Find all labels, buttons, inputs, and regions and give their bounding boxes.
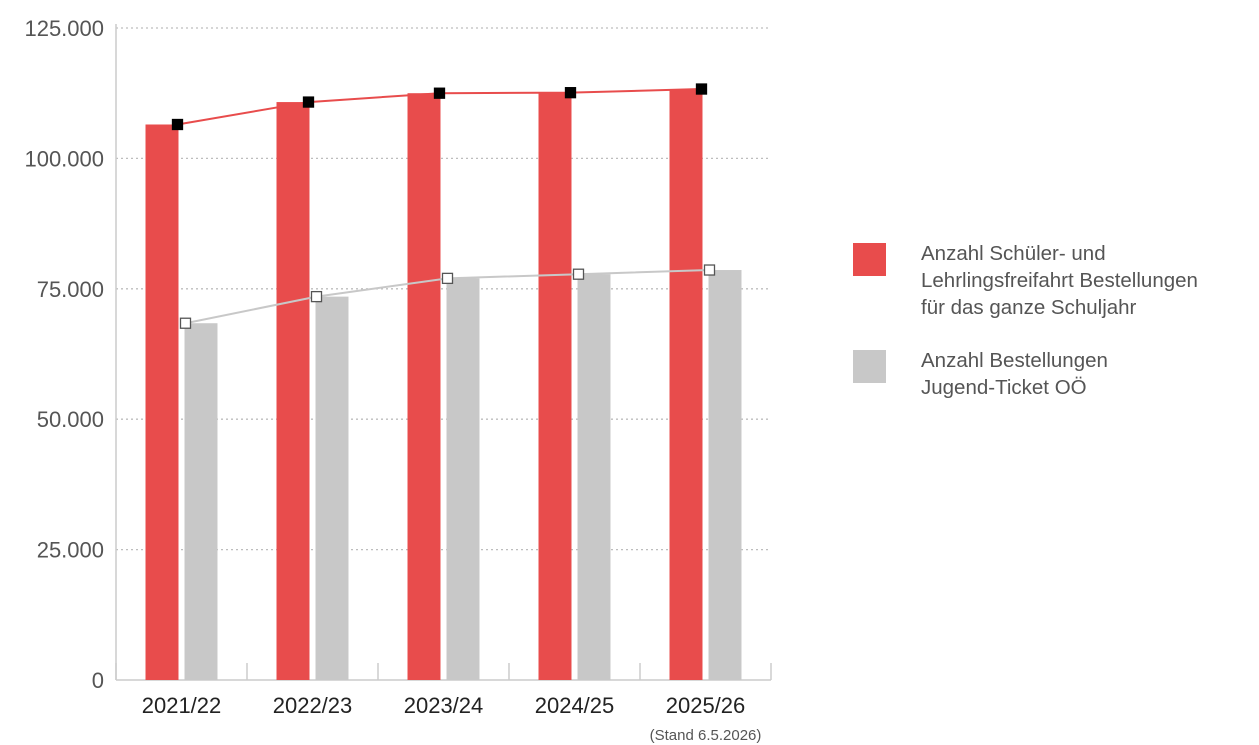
x-tick-label: 2021/22: [142, 693, 222, 718]
y-tick-label: 100.000: [24, 146, 104, 171]
legend-label-line: für das ganze Schuljahr: [921, 296, 1137, 319]
tick-labels: 0 25.000 50.000 75.000 100.000 125.000 2021/22…: [24, 16, 761, 744]
x-tick-label: 2023/24: [404, 693, 484, 718]
bar-series-2-2024-25: [577, 274, 611, 680]
x-tick-label: 2022/23: [273, 693, 353, 718]
category-note: (Stand 6.5.2026): [650, 727, 762, 744]
marker-series-2-2025-26: [703, 264, 716, 276]
legend-label-series-1: Anzahl Schüler- und Lehrlingsfreifahrt B…: [921, 240, 1259, 321]
legend-label-line: Anzahl Schüler- und: [921, 242, 1106, 265]
legend-item-series-2: Anzahl Bestellungen Jugend-Ticket OÖ: [853, 347, 1259, 401]
legend: Anzahl Schüler- und Lehrlingsfreifahrt B…: [853, 240, 1259, 427]
bars: [145, 89, 742, 681]
bar-series-2-2022-23: [315, 296, 349, 680]
x-tick-label: 2024/25: [535, 693, 615, 718]
marker-series-1-2024-25: [564, 87, 577, 99]
bar-series-2-2025-26: [708, 270, 742, 680]
bar-series-1-2023-24: [407, 93, 441, 680]
marker-series-2-2022-23: [310, 290, 323, 303]
bar-series-1-2025-26: [669, 89, 703, 680]
legend-label-line: Anzahl Bestellungen: [921, 349, 1108, 372]
bar-series-1-2022-23: [276, 102, 310, 680]
legend-swatch-series-2: [853, 350, 886, 383]
legend-label-line: Jugend-Ticket OÖ: [921, 376, 1087, 399]
y-tick-label: 50.000: [37, 407, 104, 432]
x-tick-label: 2025/26: [666, 693, 746, 718]
y-tick-label: 0: [92, 668, 104, 693]
legend-label-series-2: Anzahl Bestellungen Jugend-Ticket OÖ: [921, 347, 1259, 401]
legend-item-series-1: Anzahl Schüler- und Lehrlingsfreifahrt B…: [853, 240, 1259, 321]
y-tick-label: 125.000: [24, 16, 104, 41]
marker-series-1-2022-23: [302, 96, 315, 108]
y-tick-label: 75.000: [37, 277, 104, 302]
bar-series-2-2021-22: [184, 323, 218, 680]
bar-series-1-2021-22: [145, 124, 179, 681]
legend-swatch-series-1: [853, 243, 886, 276]
y-tick-label: 25.000: [37, 538, 104, 563]
marker-series-1-2025-26: [695, 83, 708, 95]
legend-label-line: Lehrlingsfreifahrt Bestellungen: [921, 269, 1198, 292]
marker-series-1-2023-24: [433, 87, 446, 99]
marker-series-1-2021-22: [171, 118, 184, 131]
axes: [115, 24, 772, 681]
grid-lines: [116, 27, 771, 551]
bar-series-2-2023-24: [446, 278, 480, 680]
bar-series-1-2024-25: [538, 92, 572, 680]
marker-series-2-2024-25: [572, 268, 585, 280]
trend-lines: [171, 83, 716, 329]
marker-series-2-2021-22: [179, 317, 192, 329]
marker-series-2-2023-24: [441, 272, 454, 285]
